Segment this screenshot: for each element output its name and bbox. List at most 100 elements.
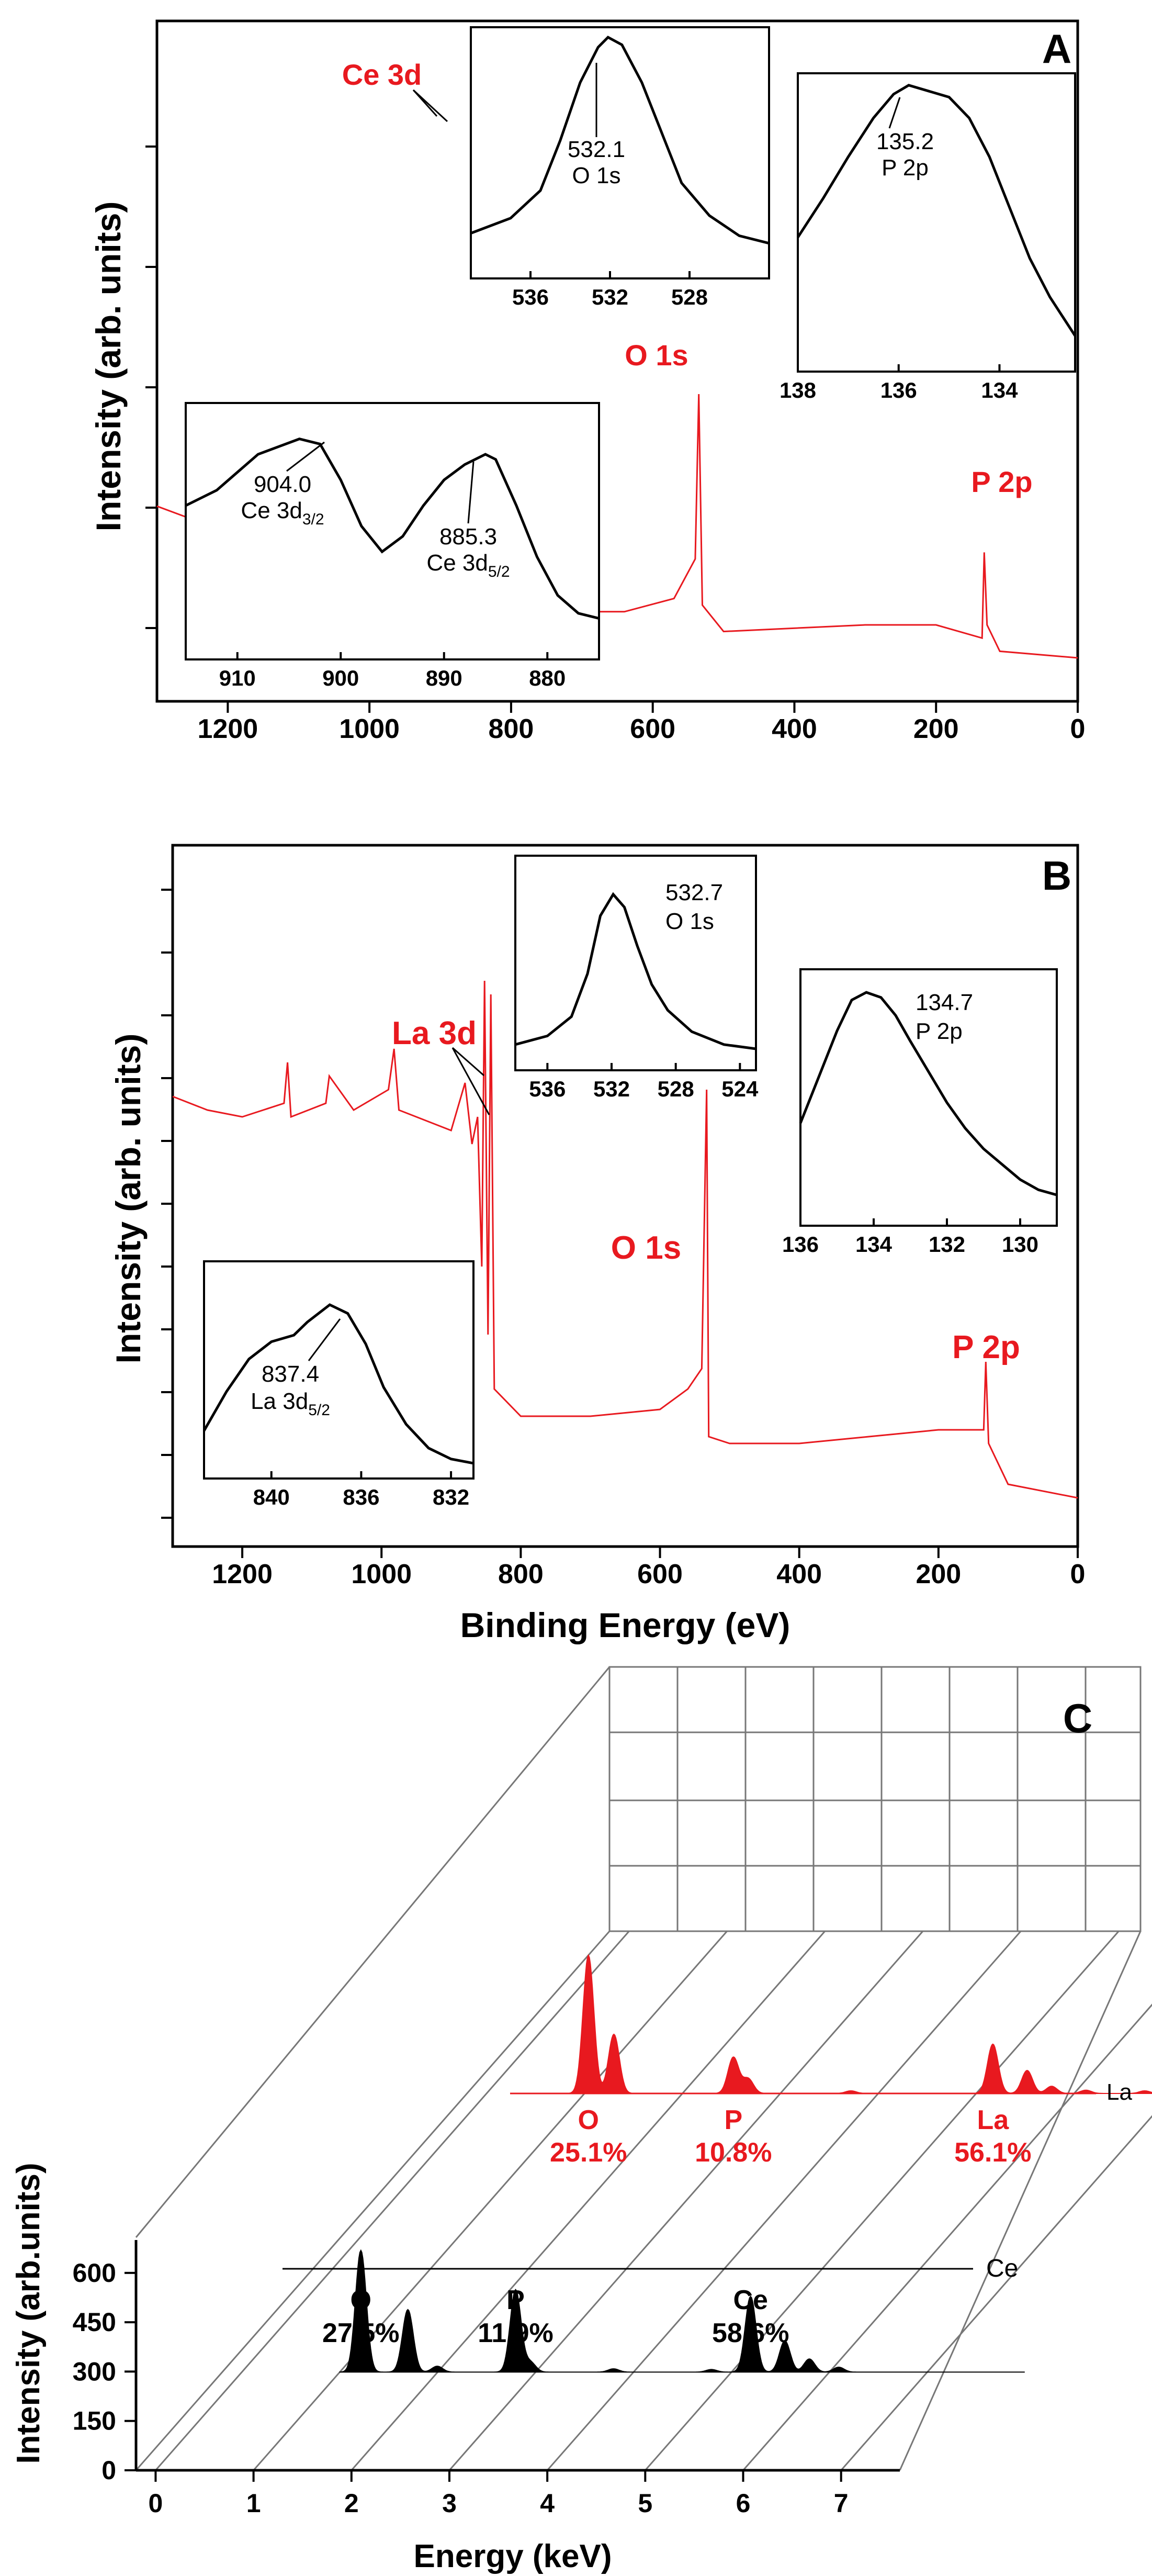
panel-c-left-wall — [135, 1666, 611, 2471]
panel-a-inset-p2p-frame — [797, 72, 1076, 373]
panel-c-x-tick-label: 4 — [540, 2489, 555, 2518]
panel-b-x-tick-label: 400 — [776, 1559, 822, 1589]
panel-a-inset-ce3d-x-ticks: 910 900 890 880 — [219, 652, 566, 690]
panel-c-peak-label: P — [506, 2285, 525, 2315]
panel-a-inset0-x-tick-label: 890 — [426, 666, 462, 690]
panel-b-label: B — [1042, 853, 1071, 899]
panel-b-frame — [171, 844, 1079, 1548]
panel-b-inset-p2p: 136 134 132 130 134.7 P 2p — [782, 968, 1058, 1257]
panel-c-floor-grid-line — [645, 1931, 1120, 2471]
panel-c-floor-grid-line — [155, 1931, 630, 2471]
panel-c-floor-grid-line — [742, 2003, 1152, 2471]
panel-b-inset-la3d-peak-sub: La 3d5/2 — [251, 1388, 330, 1419]
panel-c-floor-grid-line — [448, 1931, 924, 2471]
panel-b-inset-la3d-arrow — [308, 1318, 341, 1361]
panel-b-inset-o1s-peak-sub: O 1s — [665, 909, 714, 934]
panel-a-x-tick-label: 800 — [489, 714, 534, 744]
panel-b-anno-la3d: La 3d — [392, 1015, 477, 1051]
panel-a-inset-ce3d-frame — [185, 402, 600, 660]
panel-a-inset-p2p-arrow — [888, 97, 901, 129]
panel-a-x-tick-label: 600 — [630, 714, 675, 744]
panel-a-inset2-x-tick-label: 138 — [780, 378, 816, 402]
panel-a-label: A — [1042, 26, 1071, 72]
panel-c-ylabel: Intensity (arb.units) — [10, 2163, 47, 2463]
panel-a-inset-o1s-peak: 532.1 — [568, 137, 625, 162]
panel-a-inset-p2p-peak-sub: P 2p — [882, 155, 929, 181]
panel-a-inset-o1s-frame — [470, 26, 770, 279]
panel-b-x-tick-label: 200 — [916, 1559, 961, 1589]
panel-c-ce-spectrum — [339, 2249, 1025, 2373]
panel-b-x-tick-label: 800 — [498, 1559, 544, 1589]
panel-a-inset-o1s-line — [470, 36, 770, 245]
panel-c-label: C — [1063, 1695, 1092, 1741]
panel-b-inset-o1s: 536 532 528 524 532.7 O 1s — [514, 855, 759, 1101]
panel-a-inset1-x-tick-label: 528 — [671, 285, 708, 309]
panel-c-ce-series-label: Ce — [986, 2255, 1018, 2282]
panel-b-x-tick-label: 600 — [637, 1559, 683, 1589]
panel-a-inset-ce3d-arrow2 — [467, 461, 475, 524]
panel-c-floor-grid — [155, 1931, 1152, 2471]
panel-b-inset1-x-tick-label: 130 — [1002, 1232, 1038, 1257]
panel-b-inset-p2p-peak: 134.7 — [916, 990, 973, 1015]
panel-a-inset-p2p-peak: 135.2 — [876, 129, 934, 154]
panel-a-x-tick-label: 0 — [1070, 714, 1086, 744]
panel-b-inset-la3d-peak: 837.4 — [262, 1361, 319, 1387]
panel-a-frame — [155, 19, 1079, 703]
panel-b-inset-o1s-frame — [514, 855, 757, 1071]
panel-c-floor-grid-line — [351, 1931, 826, 2471]
panel-a-inset-o1s-x-ticks: 536 532 528 — [512, 271, 708, 309]
panel-c-floor-grid-line — [840, 2115, 1152, 2471]
panel-b-inset-p2p-peak-sub: P 2p — [916, 1018, 963, 1044]
panel-c-peak-percent: 25.1% — [550, 2137, 627, 2168]
panel-a-inset-ce3d: 910 900 890 880 904.0 Ce 3d3/2 885.3 Ce 3d5… — [185, 402, 600, 690]
panel-c-peak-label: O — [351, 2285, 371, 2315]
panel-c-peak-percent: 56.1% — [954, 2137, 1031, 2168]
panel-a-inset1-x-tick-label: 532 — [592, 285, 628, 309]
panel-c-y-tick-label: 150 — [73, 2406, 116, 2436]
panel-b-inset1-x-tick-label: 132 — [929, 1232, 965, 1257]
panel-b-x-ticks: 1200 1000 800 600 400 200 0 — [212, 1547, 1085, 1589]
panel-b: 1200 1000 800 600 400 200 0 B Intensity (arb. … — [109, 844, 1085, 1644]
panel-c-x-tick-label: 2 — [344, 2489, 359, 2518]
panel-c-y-ticks: 0 150 300 450 600 — [73, 2258, 136, 2485]
panel-c-back-grid — [609, 1667, 1140, 1931]
panel-a-ce3d-arrow-2 — [412, 89, 448, 122]
panel-b-inset0-x-tick-label: 524 — [721, 1077, 759, 1101]
panel-c-peak-percent: 58.6% — [712, 2318, 789, 2348]
panel-b-x-tick-label: 1000 — [351, 1559, 412, 1589]
panel-c-peak-label: O — [578, 2105, 599, 2135]
panel-c-x-tick-label: 0 — [149, 2489, 163, 2518]
panel-a-inset-p2p: 138 136 134 135.2 P 2p — [780, 72, 1077, 402]
panel-b-xlabel: Binding Energy (eV) — [460, 1606, 790, 1644]
panel-b-inset-la3d: 840 836 832 837.4 La 3d5/2 — [202, 1260, 475, 1509]
panel-c-y-tick-label: 600 — [73, 2258, 116, 2288]
panel-c-peak-label: Ce — [733, 2285, 768, 2315]
panel-c-peak-label: La — [977, 2105, 1009, 2135]
panel-b-anno-p2p: P 2p — [952, 1329, 1020, 1365]
panel-b-inset1-x-tick-label: 134 — [855, 1232, 893, 1257]
panel-a-inset2-x-tick-label: 134 — [981, 378, 1018, 402]
panel-c-peak-percent: 11.9% — [478, 2318, 554, 2348]
panel-a-anno-ce3d: Ce 3d — [342, 58, 422, 91]
panel-a-inset-p2p-line — [796, 84, 1077, 337]
panel-a-inset0-x-tick-label: 910 — [219, 666, 256, 690]
panel-a-anno-p2p: P 2p — [971, 465, 1032, 498]
panel-c-xlabel: Energy (keV) — [413, 2538, 612, 2574]
panel-a-inset-ce3d-peak2-sub: Ce 3d5/2 — [426, 550, 510, 580]
panel-a-inset0-x-tick-label: 880 — [529, 666, 566, 690]
panel-a-x-tick-label: 1000 — [339, 714, 400, 744]
panel-a-anno-o1s: O 1s — [625, 339, 688, 372]
panel-a-x-tick-label: 200 — [913, 714, 959, 744]
panel-b-inset-p2p-line — [799, 991, 1057, 1196]
panel-b-anno-o1s: O 1s — [611, 1230, 681, 1266]
panel-c-floor-grid-line — [547, 1931, 1022, 2471]
panel-a-x-tick-label: 400 — [772, 714, 817, 744]
panel-a-inset-ce3d-peak1: 904.0 — [254, 472, 311, 497]
panel-c-floor-grid-line — [253, 1931, 728, 2471]
panel-b-y-ticks — [161, 889, 173, 1519]
panel-c-y-tick-label: 450 — [73, 2308, 116, 2337]
panel-a-inset-o1s: 536 532 528 532.1 O 1s — [470, 26, 770, 309]
